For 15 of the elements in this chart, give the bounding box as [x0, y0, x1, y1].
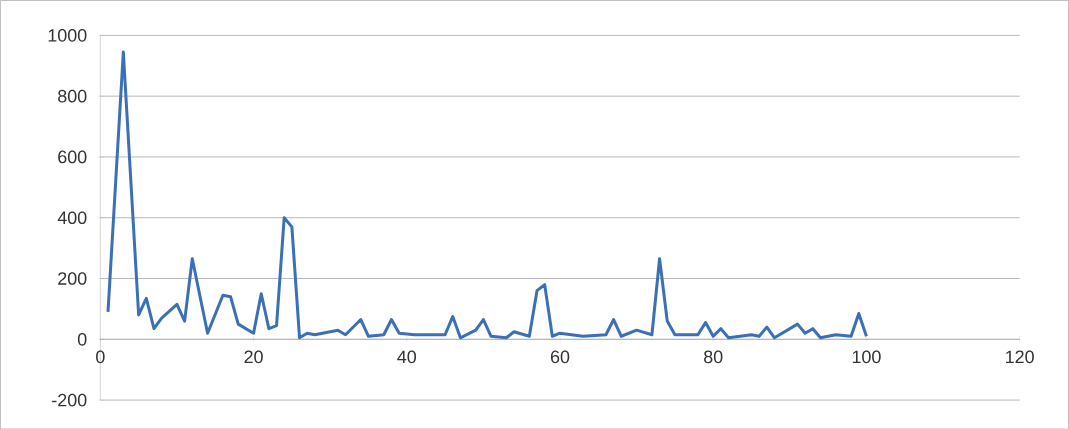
x-tick-label: 60 [550, 350, 570, 363]
y-tick-label: 1000 [48, 28, 87, 42]
y-tick-label: 200 [58, 271, 87, 285]
x-tick-label: 0 [96, 350, 105, 363]
y-tick-label: 0 [77, 332, 87, 346]
x-tick-label: 100 [852, 350, 881, 363]
x-tick-label: 40 [397, 350, 417, 363]
y-tick-label: 800 [58, 89, 87, 103]
x-tick-label: 120 [1006, 350, 1034, 363]
y-tick-label: -200 [52, 393, 87, 407]
x-tick-label: 80 [704, 350, 723, 363]
x-tick-label: 20 [244, 350, 263, 363]
y-tick-label: 600 [58, 150, 87, 164]
line-series [106, 50, 868, 340]
y-tick-label: 400 [57, 211, 87, 224]
